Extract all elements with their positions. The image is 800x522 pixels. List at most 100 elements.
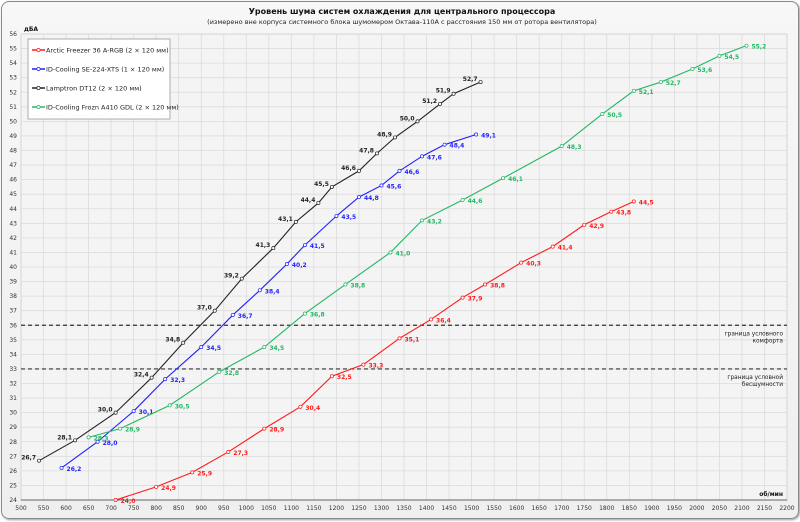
data-label: 32,3 bbox=[170, 377, 185, 384]
data-point bbox=[609, 209, 614, 214]
y-tick-label: 31 bbox=[9, 395, 17, 402]
data-point bbox=[167, 403, 172, 408]
data-point bbox=[59, 466, 64, 470]
data-point bbox=[600, 112, 605, 117]
x-tick-label: 550 bbox=[38, 505, 50, 512]
data-point bbox=[163, 377, 168, 382]
data-point bbox=[356, 168, 361, 173]
x-tick-label: 850 bbox=[173, 505, 185, 512]
data-point bbox=[451, 91, 456, 96]
legend-entry: Lamptron DT12 (2 × 120 мм) bbox=[46, 84, 142, 92]
grid bbox=[20, 33, 788, 501]
data-point bbox=[460, 295, 465, 300]
x-tick-label: 1600 bbox=[509, 505, 524, 512]
y-tick-label: 25 bbox=[9, 482, 17, 489]
data-label: 35,1 bbox=[404, 336, 419, 343]
x-tick-label: 1650 bbox=[532, 505, 547, 512]
data-point bbox=[293, 219, 298, 224]
data-point bbox=[334, 214, 339, 218]
data-label: 25,9 bbox=[197, 470, 212, 477]
data-point bbox=[329, 374, 334, 379]
data-point bbox=[690, 66, 695, 71]
y-axis-label: дБА bbox=[24, 26, 38, 33]
data-label: 52,7 bbox=[666, 80, 681, 87]
y-tick-label: 49 bbox=[9, 133, 17, 140]
data-point bbox=[658, 80, 663, 85]
data-label: 34,5 bbox=[206, 345, 221, 352]
series: 24,0 24,9 25,9 27,3 28,9 30,4 32,5 33,3 35,1 36,4… bbox=[21, 44, 766, 505]
y-tick-label: 44 bbox=[9, 206, 17, 213]
x-tick-label: 2100 bbox=[734, 505, 749, 512]
data-label: 44,6 bbox=[468, 198, 483, 205]
data-point bbox=[230, 313, 235, 318]
x-tick-label: 1150 bbox=[306, 505, 321, 512]
data-point bbox=[388, 250, 393, 255]
data-label: 36,4 bbox=[436, 317, 451, 324]
data-point bbox=[316, 200, 321, 205]
reference-line-label: граница условного bbox=[725, 331, 784, 337]
x-tick-label: 1200 bbox=[329, 505, 344, 512]
y-tick-label: 27 bbox=[9, 453, 17, 460]
data-label: 43,5 bbox=[341, 214, 356, 221]
data-label: 30,5 bbox=[175, 403, 190, 410]
data-label: 32,4 bbox=[134, 372, 149, 379]
chart-subtitle: (измерено вне корпуса системного блока ш… bbox=[207, 18, 597, 26]
data-label: 30,1 bbox=[139, 409, 154, 416]
data-label: 33,3 bbox=[368, 363, 383, 370]
data-label: 28,0 bbox=[103, 440, 118, 447]
data-point bbox=[420, 154, 424, 159]
data-point bbox=[131, 409, 136, 414]
data-label: 30,0 bbox=[98, 407, 113, 414]
data-label: 37,9 bbox=[468, 296, 483, 303]
series-0: 24,0 24,9 25,9 27,3 28,9 30,4 32,5 33,3 35,1 36,4… bbox=[113, 199, 654, 505]
data-point bbox=[190, 470, 195, 475]
data-point bbox=[478, 80, 483, 85]
data-label: 47,8 bbox=[359, 147, 374, 154]
data-label: 51,2 bbox=[422, 98, 437, 105]
data-point bbox=[262, 426, 267, 431]
data-point bbox=[483, 282, 488, 287]
y-tick-label: 51 bbox=[9, 104, 17, 111]
y-tick-label: 53 bbox=[9, 75, 17, 82]
data-point bbox=[217, 369, 222, 374]
y-tick-label: 42 bbox=[9, 235, 17, 242]
data-point bbox=[379, 183, 384, 188]
y-tick-label: 54 bbox=[9, 60, 17, 67]
y-tick-label: 26 bbox=[9, 468, 17, 475]
data-label: 38,8 bbox=[490, 282, 505, 289]
data-point bbox=[429, 317, 433, 322]
x-tick-label: 800 bbox=[150, 505, 162, 512]
y-tick-label: 40 bbox=[9, 264, 17, 271]
y-tick-label: 34 bbox=[9, 351, 17, 358]
data-label: 28,9 bbox=[125, 427, 140, 434]
data-point bbox=[717, 53, 722, 58]
y-tick-label: 30 bbox=[9, 410, 17, 417]
data-point bbox=[631, 199, 636, 204]
data-label: 28,1 bbox=[57, 434, 72, 441]
data-label: 48,3 bbox=[567, 144, 582, 151]
data-label: 55,2 bbox=[751, 44, 766, 51]
x-tick-label: 2150 bbox=[757, 505, 772, 512]
data-label: 40,2 bbox=[292, 262, 307, 269]
data-point bbox=[113, 410, 118, 415]
legend-box bbox=[27, 38, 171, 120]
data-point bbox=[181, 340, 186, 345]
data-point bbox=[397, 336, 402, 341]
x-tick-label: 750 bbox=[128, 505, 140, 512]
y-tick-label: 35 bbox=[9, 337, 17, 344]
data-point bbox=[474, 132, 479, 137]
x-tick-label: 1050 bbox=[261, 505, 276, 512]
data-label: 43,1 bbox=[278, 216, 293, 223]
data-point bbox=[420, 218, 424, 223]
x-tick-label: 1450 bbox=[441, 505, 456, 512]
data-label: 45,6 bbox=[386, 183, 401, 190]
data-label: 38,8 bbox=[350, 282, 365, 289]
data-point bbox=[226, 449, 231, 454]
x-tick-label: 2000 bbox=[689, 505, 704, 512]
x-axis-label: об/мин bbox=[759, 491, 783, 498]
x-tick-label: 1900 bbox=[644, 505, 659, 512]
x-tick-label: 950 bbox=[218, 505, 230, 512]
series-3: 28,3 28,9 30,5 32,8 34,5 36,8 38,8 41,0 43,2 44,6… bbox=[86, 44, 766, 442]
data-label: 37,0 bbox=[197, 305, 212, 312]
